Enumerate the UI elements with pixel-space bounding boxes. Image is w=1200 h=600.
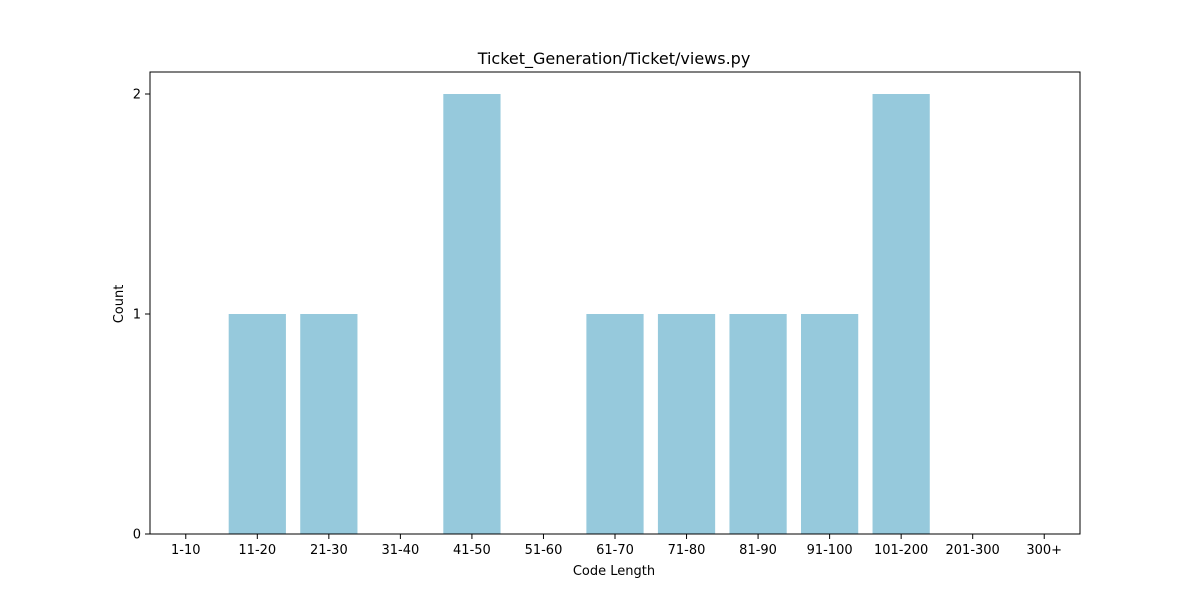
bar-21-30 bbox=[300, 314, 357, 534]
bar-61-70 bbox=[586, 314, 643, 534]
x-tick-label: 51-60 bbox=[525, 543, 563, 558]
x-tick-label: 11-20 bbox=[238, 543, 276, 558]
chart-title: Ticket_Generation/Ticket/views.py bbox=[477, 49, 751, 69]
x-tick-label: 81-90 bbox=[739, 543, 777, 558]
x-tick-label: 91-100 bbox=[807, 543, 853, 558]
x-tick-label: 71-80 bbox=[668, 543, 706, 558]
bar-71-80 bbox=[658, 314, 715, 534]
x-tick-label: 101-200 bbox=[874, 543, 928, 558]
y-axis-label: Count bbox=[112, 285, 127, 324]
x-tick-label: 61-70 bbox=[596, 543, 634, 558]
x-tick-label: 300+ bbox=[1026, 543, 1062, 558]
x-axis-label: Code Length bbox=[573, 564, 655, 579]
y-tick-label: 0 bbox=[133, 528, 141, 543]
bar-11-20 bbox=[229, 314, 286, 534]
y-tick-label: 1 bbox=[133, 308, 141, 323]
x-tick-label: 31-40 bbox=[381, 543, 419, 558]
x-tick-label: 41-50 bbox=[453, 543, 491, 558]
bar-81-90 bbox=[729, 314, 786, 534]
bar-101-200 bbox=[873, 94, 930, 534]
x-tick-label: 201-300 bbox=[946, 543, 1000, 558]
x-tick-label: 1-10 bbox=[171, 543, 201, 558]
x-tick-label: 21-30 bbox=[310, 543, 348, 558]
y-tick-label: 2 bbox=[133, 88, 141, 103]
bars-layer bbox=[229, 94, 930, 534]
bar-41-50 bbox=[443, 94, 500, 534]
bar-91-100 bbox=[801, 314, 858, 534]
